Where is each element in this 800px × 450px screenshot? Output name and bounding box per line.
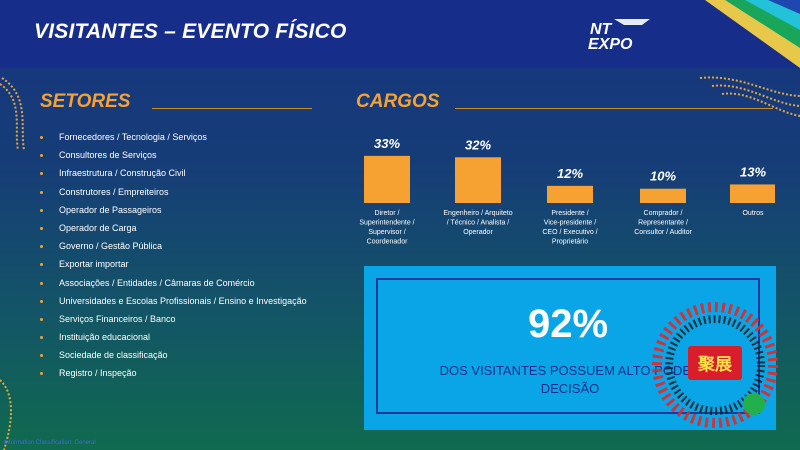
logo-line-2: EXPO	[588, 36, 633, 51]
sector-item: Consultores de Serviços	[40, 146, 307, 164]
sector-item-label: Construtores / Empreiteiros	[59, 186, 169, 197]
header-bar: VISITANTES – EVENTO FÍSICO NT EXPO	[0, 0, 800, 68]
sector-item-label: Universidades e Escolas Profissionais / …	[59, 295, 307, 306]
bar-data-label: 32%	[465, 137, 491, 152]
bar	[640, 188, 686, 203]
bar	[730, 184, 775, 203]
sector-item-label: Serviços Financeiros / Banco	[59, 313, 176, 324]
bar	[547, 185, 593, 203]
corner-decoration	[705, 0, 800, 68]
bullet-icon	[40, 317, 43, 321]
sector-item: Construtores / Empreiteiros	[40, 183, 307, 201]
sector-item: Sociedade de classificação	[40, 346, 307, 364]
page-title: VISITANTES – EVENTO FÍSICO	[34, 20, 347, 43]
bullet-icon	[40, 299, 43, 303]
highlight-text-line-2: DECISÃO	[540, 381, 600, 396]
sectors-heading-line	[152, 108, 312, 109]
sector-item: Registro / Inspeção	[40, 364, 307, 382]
cargos-heading: CARGOS	[356, 91, 440, 112]
sector-item: Governo / Gestão Pública	[40, 237, 307, 255]
sector-item-label: Operador de Carga	[59, 222, 137, 233]
sectors-list: Fornecedores / Tecnologia / Serviços Cons…	[40, 128, 307, 383]
highlight-text-line-1: DOS VISITANTES POSSUEM ALTO PODER	[439, 363, 701, 378]
watermark-text: 聚展	[697, 355, 732, 375]
sector-item: Operador de Carga	[40, 219, 307, 237]
bullet-icon	[40, 172, 43, 176]
nt-expo-logo: NT EXPO	[588, 19, 650, 51]
category-label: Supervisor /	[368, 229, 405, 236]
category-label: CEO / Executivo /	[542, 229, 597, 236]
category-label: / Técnico / Analista /	[447, 220, 510, 227]
sectors-heading: SETORES	[40, 91, 131, 112]
sector-item: Fornecedores / Tecnologia / Serviços	[40, 128, 307, 146]
sector-item-label: Instituição educacional	[59, 332, 151, 343]
sector-item: Infraestrutura / Construção Civil	[40, 164, 307, 182]
sector-item: Operador de Passageiros	[40, 201, 307, 219]
bullet-icon	[40, 190, 43, 194]
footer-classification: Information Classification: General	[4, 440, 96, 446]
category-label: Vice-presidente /	[544, 220, 596, 227]
sector-item: Associações / Entidades / Câmaras de Com…	[40, 274, 307, 292]
highlight-text: DOS VISITANTES POSSUEM ALTO PODER DECISÃ…	[408, 362, 732, 398]
sector-item-label: Infraestrutura / Construção Civil	[59, 168, 186, 179]
sector-item-label: Operador de Passageiros	[59, 204, 162, 215]
category-label: Comprador /	[644, 210, 683, 217]
bar-data-label: 12%	[557, 166, 583, 181]
bullet-icon	[40, 263, 43, 267]
bar	[364, 155, 410, 203]
sector-item-label: Fornecedores / Tecnologia / Serviços	[59, 132, 207, 142]
highlight-inner-border: 92% DOS VISITANTES POSSUEM ALTO PODER DE…	[376, 278, 760, 414]
bar-data-label: 13%	[740, 164, 766, 179]
sector-item: Serviços Financeiros / Banco	[40, 310, 307, 328]
category-label: Consultor / Auditor	[634, 229, 692, 236]
bar	[455, 157, 501, 203]
category-label: Operador	[463, 229, 493, 236]
bar-data-label: 10%	[650, 169, 676, 184]
sector-item-label: Registro / Inspeção	[59, 368, 137, 379]
bullet-icon	[40, 136, 43, 139]
category-label: Superintendente /	[359, 220, 414, 227]
cargos-heading-line	[455, 108, 773, 109]
bullet-icon	[40, 226, 43, 230]
category-label: Diretor /	[375, 210, 400, 217]
category-label: Proprietário	[552, 239, 588, 246]
bar-data-label: 33%	[374, 136, 400, 151]
sector-item-label: Associações / Entidades / Câmaras de Com…	[59, 277, 255, 288]
sector-item-label: Exportar importar	[59, 259, 129, 270]
bullet-icon	[40, 372, 43, 376]
sector-item-label: Governo / Gestão Pública	[59, 241, 163, 252]
sector-item-label: Sociedade de classificação	[59, 350, 168, 361]
sector-item: Universidades e Escolas Profissionais / …	[40, 292, 307, 310]
bullet-icon	[40, 336, 43, 340]
bullet-icon	[40, 208, 43, 212]
qr-code-watermark: 聚展	[652, 302, 778, 428]
category-label: Representante /	[638, 220, 688, 227]
bullet-icon	[40, 354, 43, 358]
logo-line-1: NT	[590, 21, 613, 38]
bullet-icon	[40, 281, 43, 285]
category-label: Presidente /	[551, 210, 588, 217]
bullet-icon	[40, 154, 43, 158]
sector-item: Exportar importar	[40, 255, 307, 273]
category-label: Engenheiro / Arquiteto	[443, 210, 512, 217]
sector-item: Instituição educacional	[40, 328, 307, 346]
category-label: Outros	[742, 210, 764, 217]
bullet-icon	[40, 245, 43, 249]
cargos-bar-chart: 33% Diretor / Superintendente / Supervisor …	[359, 136, 775, 246]
category-label: Coordenador	[367, 239, 409, 246]
sector-item-label: Consultores de Serviços	[59, 150, 157, 161]
highlight-percentage: 92%	[527, 302, 609, 346]
